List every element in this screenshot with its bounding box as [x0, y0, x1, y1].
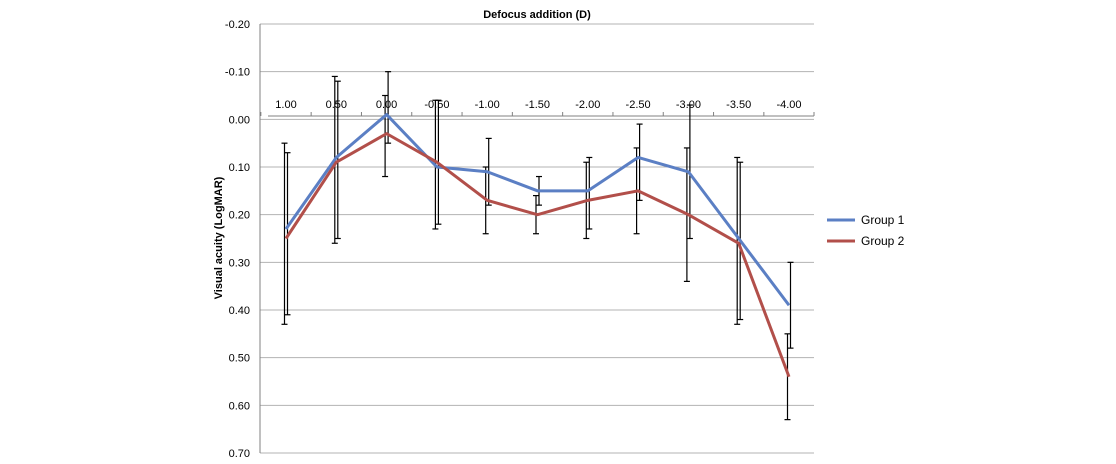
y-tick-label: 0.10: [229, 162, 250, 174]
series-line-1: [284, 113, 791, 307]
x-tick-label: 0.50: [326, 99, 347, 111]
y-axis-title: Visual acuity (LogMAR): [213, 176, 225, 299]
y-tick-label: 0.30: [229, 257, 250, 269]
y-tick-label: 0.60: [229, 400, 250, 412]
y-tick-label: 0.40: [229, 305, 250, 317]
x-tick-label: 0.00: [376, 99, 397, 111]
x-tick-label: -2.00: [575, 99, 600, 111]
y-tick-label: 0.00: [229, 114, 250, 126]
y-tick-label: -0.10: [225, 67, 250, 79]
axes: [259, 24, 815, 453]
series-line-2: [284, 132, 791, 378]
y-tick-labels: -0.20 -0.10 0.00 0.10 0.20 0.30 0.40 0.50 0.60 0.…: [225, 19, 250, 460]
y-tick-label: 0.70: [229, 448, 250, 460]
x-tick-label: 1.00: [275, 99, 296, 111]
legend-label-2: Group 2: [861, 234, 905, 248]
x-tick-label: -3.50: [726, 99, 751, 111]
x-tick-label: -4.00: [776, 99, 801, 111]
x-tick-labels: 1.00 0.50 0.00 -0.50 -1.00 -1.50 -2.00 -2.50 -3.…: [275, 99, 801, 111]
x-tick-label: -0.50: [424, 99, 449, 111]
legend: Group 1 Group 2: [827, 213, 905, 248]
y-tick-label: 0.20: [229, 210, 250, 222]
x-tick-label: -1.50: [525, 99, 550, 111]
y-tick-label: -0.20: [225, 19, 250, 31]
series-lines: [284, 113, 791, 378]
x-tick-label: -2.50: [626, 99, 651, 111]
legend-label-1: Group 1: [861, 213, 905, 227]
x-axis-title: Defocus addition (D): [483, 9, 591, 21]
error-bars: [281, 71, 794, 421]
x-tick-label: -1.00: [475, 99, 500, 111]
y-tick-label: 0.50: [229, 353, 250, 365]
